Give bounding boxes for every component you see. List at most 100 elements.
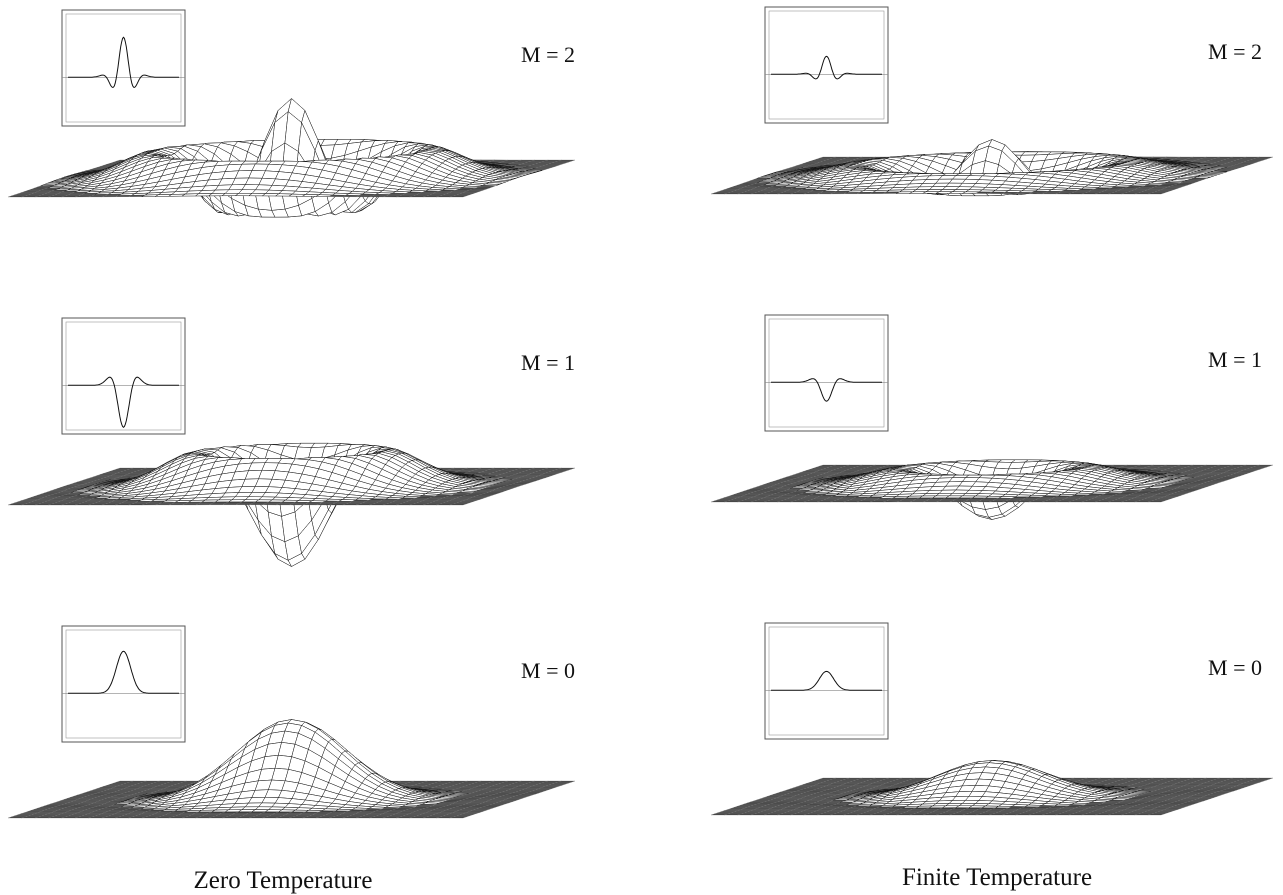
panel: M = 2	[8, 10, 575, 217]
panel: M = 0	[8, 626, 575, 818]
mesh-cell	[460, 193, 477, 194]
inset-curve	[68, 651, 179, 693]
panel-label: M = 2	[1208, 39, 1262, 64]
mesh-cell	[1148, 193, 1165, 194]
mesh-cell	[466, 812, 483, 813]
figure: Zero Temperature Finite Temperature M = …	[0, 0, 1283, 895]
mesh-cell	[473, 809, 490, 810]
mesh-cell	[1237, 472, 1254, 473]
mesh-cell	[1257, 157, 1274, 158]
mesh-cell	[535, 476, 552, 477]
mesh-cell	[476, 808, 493, 809]
mesh-cell	[1243, 161, 1260, 162]
mesh-cell	[555, 782, 572, 783]
inset-curve	[68, 377, 179, 427]
mesh-cell	[492, 803, 509, 804]
mesh-cell	[450, 817, 467, 818]
column-caption: Zero Temperature	[194, 867, 373, 894]
mesh-cell	[542, 786, 559, 787]
mesh-cell	[450, 196, 467, 197]
mesh-cell	[552, 783, 569, 784]
mesh-cell	[509, 797, 526, 798]
inset-frame	[62, 626, 185, 742]
mesh-cell	[486, 805, 503, 806]
mesh-cell	[519, 794, 536, 795]
mesh-cell	[548, 163, 565, 164]
mesh-cell	[548, 784, 565, 785]
mesh-cell	[1240, 470, 1257, 471]
mesh-cell	[1171, 185, 1188, 186]
mesh-cell	[466, 499, 483, 500]
mesh-cell	[466, 190, 483, 191]
mesh-cell	[542, 473, 559, 474]
mesh-cell	[456, 815, 473, 816]
mesh-cell	[1253, 158, 1270, 159]
mesh-cell	[1233, 473, 1250, 474]
mesh-cell	[456, 502, 473, 503]
mesh-cell	[525, 792, 542, 793]
inset-frame-inner	[769, 319, 884, 427]
mesh-cell	[516, 795, 533, 796]
inset-frame-inner	[769, 11, 884, 119]
mesh-cell	[552, 470, 569, 471]
mesh-cell	[456, 194, 473, 195]
mesh-cell	[529, 791, 546, 792]
mesh-cell	[555, 161, 572, 162]
mesh-cell	[1154, 191, 1171, 192]
mesh-cell	[1247, 468, 1264, 469]
mesh-cell	[483, 806, 500, 807]
mesh-cell	[499, 801, 516, 802]
panel-label: M = 2	[521, 42, 575, 67]
mesh-cell	[1158, 190, 1175, 191]
mesh-cell	[558, 160, 575, 161]
mesh-cell	[1161, 189, 1178, 190]
mesh-cell	[529, 478, 546, 479]
inset-frame-inner	[66, 14, 181, 122]
mesh-cell	[545, 164, 562, 165]
mesh-cell	[463, 192, 480, 193]
panel: M = 1	[8, 318, 575, 567]
inset-frame	[765, 315, 888, 431]
mesh-cell	[1230, 474, 1247, 475]
mesh-cell	[558, 781, 575, 782]
mesh-cell	[1240, 162, 1257, 163]
panel-label: M = 0	[521, 658, 575, 683]
mesh-cell	[473, 496, 490, 497]
mesh-cell	[1250, 159, 1267, 160]
mesh-cell	[506, 798, 523, 799]
mesh-cell	[555, 469, 572, 470]
mesh-cell	[502, 800, 519, 801]
mesh-cell	[532, 790, 549, 791]
mesh-cell	[1151, 192, 1168, 193]
mesh-cell	[1250, 467, 1267, 468]
panel: M = 1	[711, 315, 1273, 520]
panel: M = 2	[711, 7, 1273, 196]
mesh-cell	[469, 497, 486, 498]
inset-frame	[765, 7, 888, 123]
mesh-cell	[453, 503, 470, 504]
panel-label: M = 1	[521, 350, 575, 375]
mesh-cell	[1168, 186, 1185, 187]
mesh-cell	[469, 810, 486, 811]
mesh-cell	[489, 804, 506, 805]
inset-frame-inner	[66, 322, 181, 430]
mesh-cell	[539, 788, 556, 789]
mesh-cell	[453, 195, 470, 196]
mesh-cell	[479, 807, 496, 808]
mesh-cell	[453, 816, 470, 817]
mesh-cell	[539, 475, 556, 476]
inset-frame	[62, 318, 185, 434]
mesh-cell	[460, 501, 477, 502]
inset-curve	[68, 37, 179, 87]
inset-frame-inner	[66, 630, 181, 738]
mesh-cell	[1164, 187, 1181, 188]
column-caption: Finite Temperature	[902, 864, 1092, 891]
inset-curve	[771, 56, 882, 79]
mesh-cell	[535, 789, 552, 790]
mesh-cell	[558, 468, 575, 469]
mesh-cell	[1257, 465, 1274, 466]
mesh-cell	[512, 796, 529, 797]
mesh-cell	[460, 814, 477, 815]
inset-frame	[62, 10, 185, 126]
panel-label: M = 1	[1208, 347, 1262, 372]
